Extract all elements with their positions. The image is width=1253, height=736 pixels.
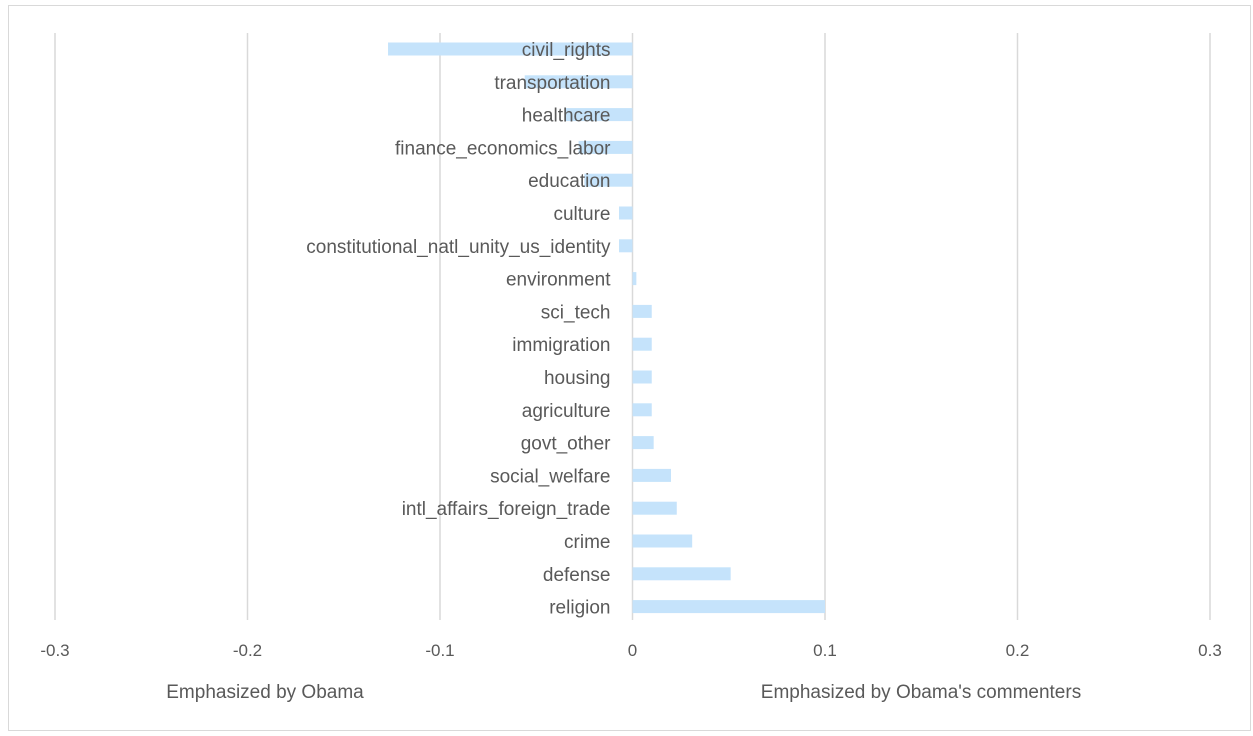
category-label-finance-economics-labor: finance_economics_labor <box>395 138 611 159</box>
left-annotation: Emphasized by Obama <box>166 682 364 703</box>
bar-agriculture <box>632 403 652 417</box>
category-label-healthcare: healthcare <box>522 106 611 127</box>
category-label-culture: culture <box>553 204 610 225</box>
category-label-transportation: transportation <box>494 73 610 94</box>
category-label-sci-tech: sci_tech <box>541 302 611 323</box>
category-label-defense: defense <box>543 565 611 586</box>
category-label-agriculture: agriculture <box>522 401 611 422</box>
x-tick-label: -0.1 <box>425 641 454 660</box>
x-tick-label: -0.2 <box>233 641 262 660</box>
bar-healthcare <box>565 108 633 122</box>
bar-immigration <box>632 337 652 351</box>
category-label-govt-other: govt_other <box>521 434 611 455</box>
category-label-housing: housing <box>544 368 611 389</box>
category-label-environment: environment <box>506 270 611 291</box>
x-tick-label: 0 <box>628 641 637 660</box>
bar-constitutional-natl-unity-us-identity <box>619 239 633 253</box>
bar-govt-other <box>632 436 654 450</box>
bar-religion <box>632 600 825 614</box>
bar-finance-economics-labor <box>578 140 633 154</box>
chart-frame <box>8 5 1251 731</box>
category-label-crime: crime <box>564 532 610 553</box>
category-label-immigration: immigration <box>512 335 610 356</box>
x-tick-label: 0.2 <box>1006 641 1030 660</box>
category-label-intl-affairs-foreign-trade: intl_affairs_foreign_trade <box>402 499 611 520</box>
right-annotation: Emphasized by Obama's commenters <box>761 682 1081 703</box>
x-axis-tick-labels: -0.3 -0.2 -0.1 0 0.1 0.2 0.3 <box>40 641 1221 660</box>
bar-social-welfare <box>632 468 671 482</box>
bar-crime <box>632 534 693 548</box>
bar-housing <box>632 370 652 384</box>
bar-intl-affairs-foreign-trade <box>632 501 677 515</box>
bar-environment <box>632 272 637 286</box>
gridlines <box>54 33 1211 620</box>
bar-sci-tech <box>632 304 652 318</box>
bar-culture <box>619 206 633 220</box>
category-label-civil-rights: civil_rights <box>522 40 611 61</box>
category-label-education: education <box>528 171 610 192</box>
bar-education <box>584 173 633 187</box>
bar-transportation <box>524 75 633 89</box>
bar-defense <box>632 567 731 581</box>
x-tick-label: 0.1 <box>813 641 837 660</box>
x-tick-label: 0.3 <box>1198 641 1222 660</box>
category-label-religion: religion <box>549 598 610 619</box>
category-labels: civil_rights transportation healthcare fina… <box>306 40 611 619</box>
x-tick-label: -0.3 <box>40 641 69 660</box>
category-label-constitutional-natl-unity-us-identity: constitutional_natl_unity_us_identity <box>306 237 611 258</box>
bars <box>388 42 825 614</box>
bar-civil-rights <box>388 42 633 56</box>
category-label-social-welfare: social_welfare <box>490 466 610 487</box>
